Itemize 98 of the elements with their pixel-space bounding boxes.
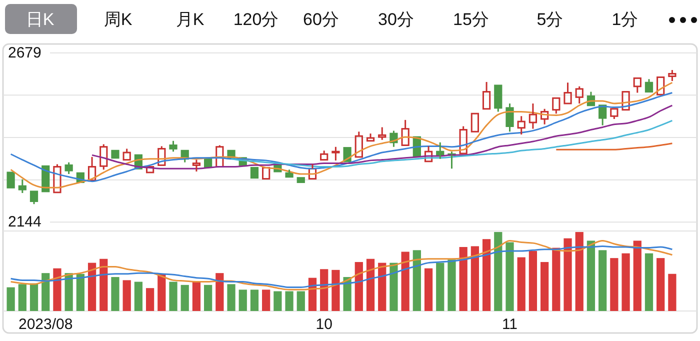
candlestick — [668, 69, 676, 82]
bar — [436, 262, 444, 311]
bar — [459, 247, 468, 311]
bar — [42, 273, 50, 311]
candlestick — [644, 78, 654, 93]
candlestick — [320, 150, 328, 161]
bar — [100, 258, 108, 311]
candlestick — [552, 97, 560, 114]
bar — [424, 268, 433, 311]
line-series — [91, 104, 673, 170]
bar — [146, 288, 154, 311]
bar — [656, 258, 665, 311]
bar — [482, 239, 491, 311]
x-tick-label: 2023/08 — [18, 316, 73, 333]
bar — [366, 258, 375, 311]
y-tick-label: 2144 — [8, 214, 42, 231]
line-series — [555, 142, 673, 150]
candlestick — [158, 145, 166, 166]
x-tick-label: 11 — [502, 316, 518, 333]
bar — [506, 242, 514, 311]
bar — [494, 232, 502, 311]
bar — [633, 240, 642, 311]
candlestick — [610, 108, 618, 120]
candlestick — [517, 115, 526, 136]
bar — [227, 284, 236, 311]
bar — [412, 250, 421, 311]
bar — [238, 290, 247, 311]
candlestick — [53, 163, 62, 194]
bar — [564, 238, 572, 311]
candlestick — [506, 102, 514, 132]
bar — [169, 282, 178, 311]
candlestick — [308, 163, 317, 180]
candlestick — [354, 130, 363, 158]
bar — [30, 283, 38, 311]
bar — [528, 250, 538, 311]
bar — [644, 253, 654, 311]
candlestick — [64, 162, 73, 175]
candlestick — [216, 144, 224, 168]
candlestick — [528, 102, 538, 130]
bar — [285, 291, 294, 311]
candlestick — [401, 119, 410, 146]
candlestick — [540, 108, 549, 126]
y-tick-label: 2679 — [8, 44, 42, 62]
period-tabs: 日K 周K 月K 120分 60分 30分 15分 5分 1分 — [5, 4, 697, 34]
bar — [378, 262, 386, 311]
candlestick — [285, 168, 294, 178]
line-series — [230, 120, 673, 168]
bar — [6, 287, 15, 311]
bar — [470, 246, 479, 311]
candlestick — [192, 159, 201, 172]
candlestick — [378, 126, 386, 141]
bar — [610, 258, 618, 311]
bar — [76, 274, 84, 311]
candlestick — [366, 132, 375, 142]
bar — [296, 291, 305, 311]
candlestick — [424, 145, 433, 162]
candlestick — [482, 81, 491, 110]
bar — [53, 268, 62, 311]
bar — [192, 282, 201, 311]
bar — [598, 250, 607, 311]
bar — [401, 252, 410, 311]
bar — [517, 257, 526, 311]
candlestick — [169, 140, 178, 152]
candlestick — [88, 156, 96, 182]
candlestick — [633, 77, 642, 94]
candlestick — [100, 144, 108, 170]
candlestick — [18, 178, 26, 194]
bar — [18, 284, 26, 311]
bar — [448, 260, 456, 311]
bar — [122, 280, 131, 311]
bar — [64, 273, 73, 311]
bar — [274, 291, 282, 311]
bar — [250, 290, 259, 311]
bar — [390, 262, 398, 311]
bar — [158, 274, 166, 311]
candlestick — [122, 148, 131, 161]
candlestick — [575, 86, 584, 104]
bar — [204, 284, 212, 311]
candlestick — [332, 146, 340, 162]
bar — [320, 269, 328, 311]
bar — [216, 273, 224, 311]
bar — [552, 248, 560, 311]
bar — [134, 282, 142, 311]
bar — [354, 262, 363, 311]
bar — [586, 240, 596, 311]
bar — [622, 253, 630, 311]
bar — [88, 262, 96, 311]
candlestick — [494, 84, 502, 112]
bar — [180, 284, 189, 311]
bar — [575, 232, 584, 311]
bar — [111, 277, 120, 311]
bar — [262, 290, 270, 311]
bar — [540, 262, 549, 311]
bar — [332, 270, 340, 311]
candlestick — [564, 82, 572, 104]
x-tick-label: 10 — [316, 316, 332, 333]
bar — [668, 274, 676, 311]
bar — [343, 277, 352, 311]
